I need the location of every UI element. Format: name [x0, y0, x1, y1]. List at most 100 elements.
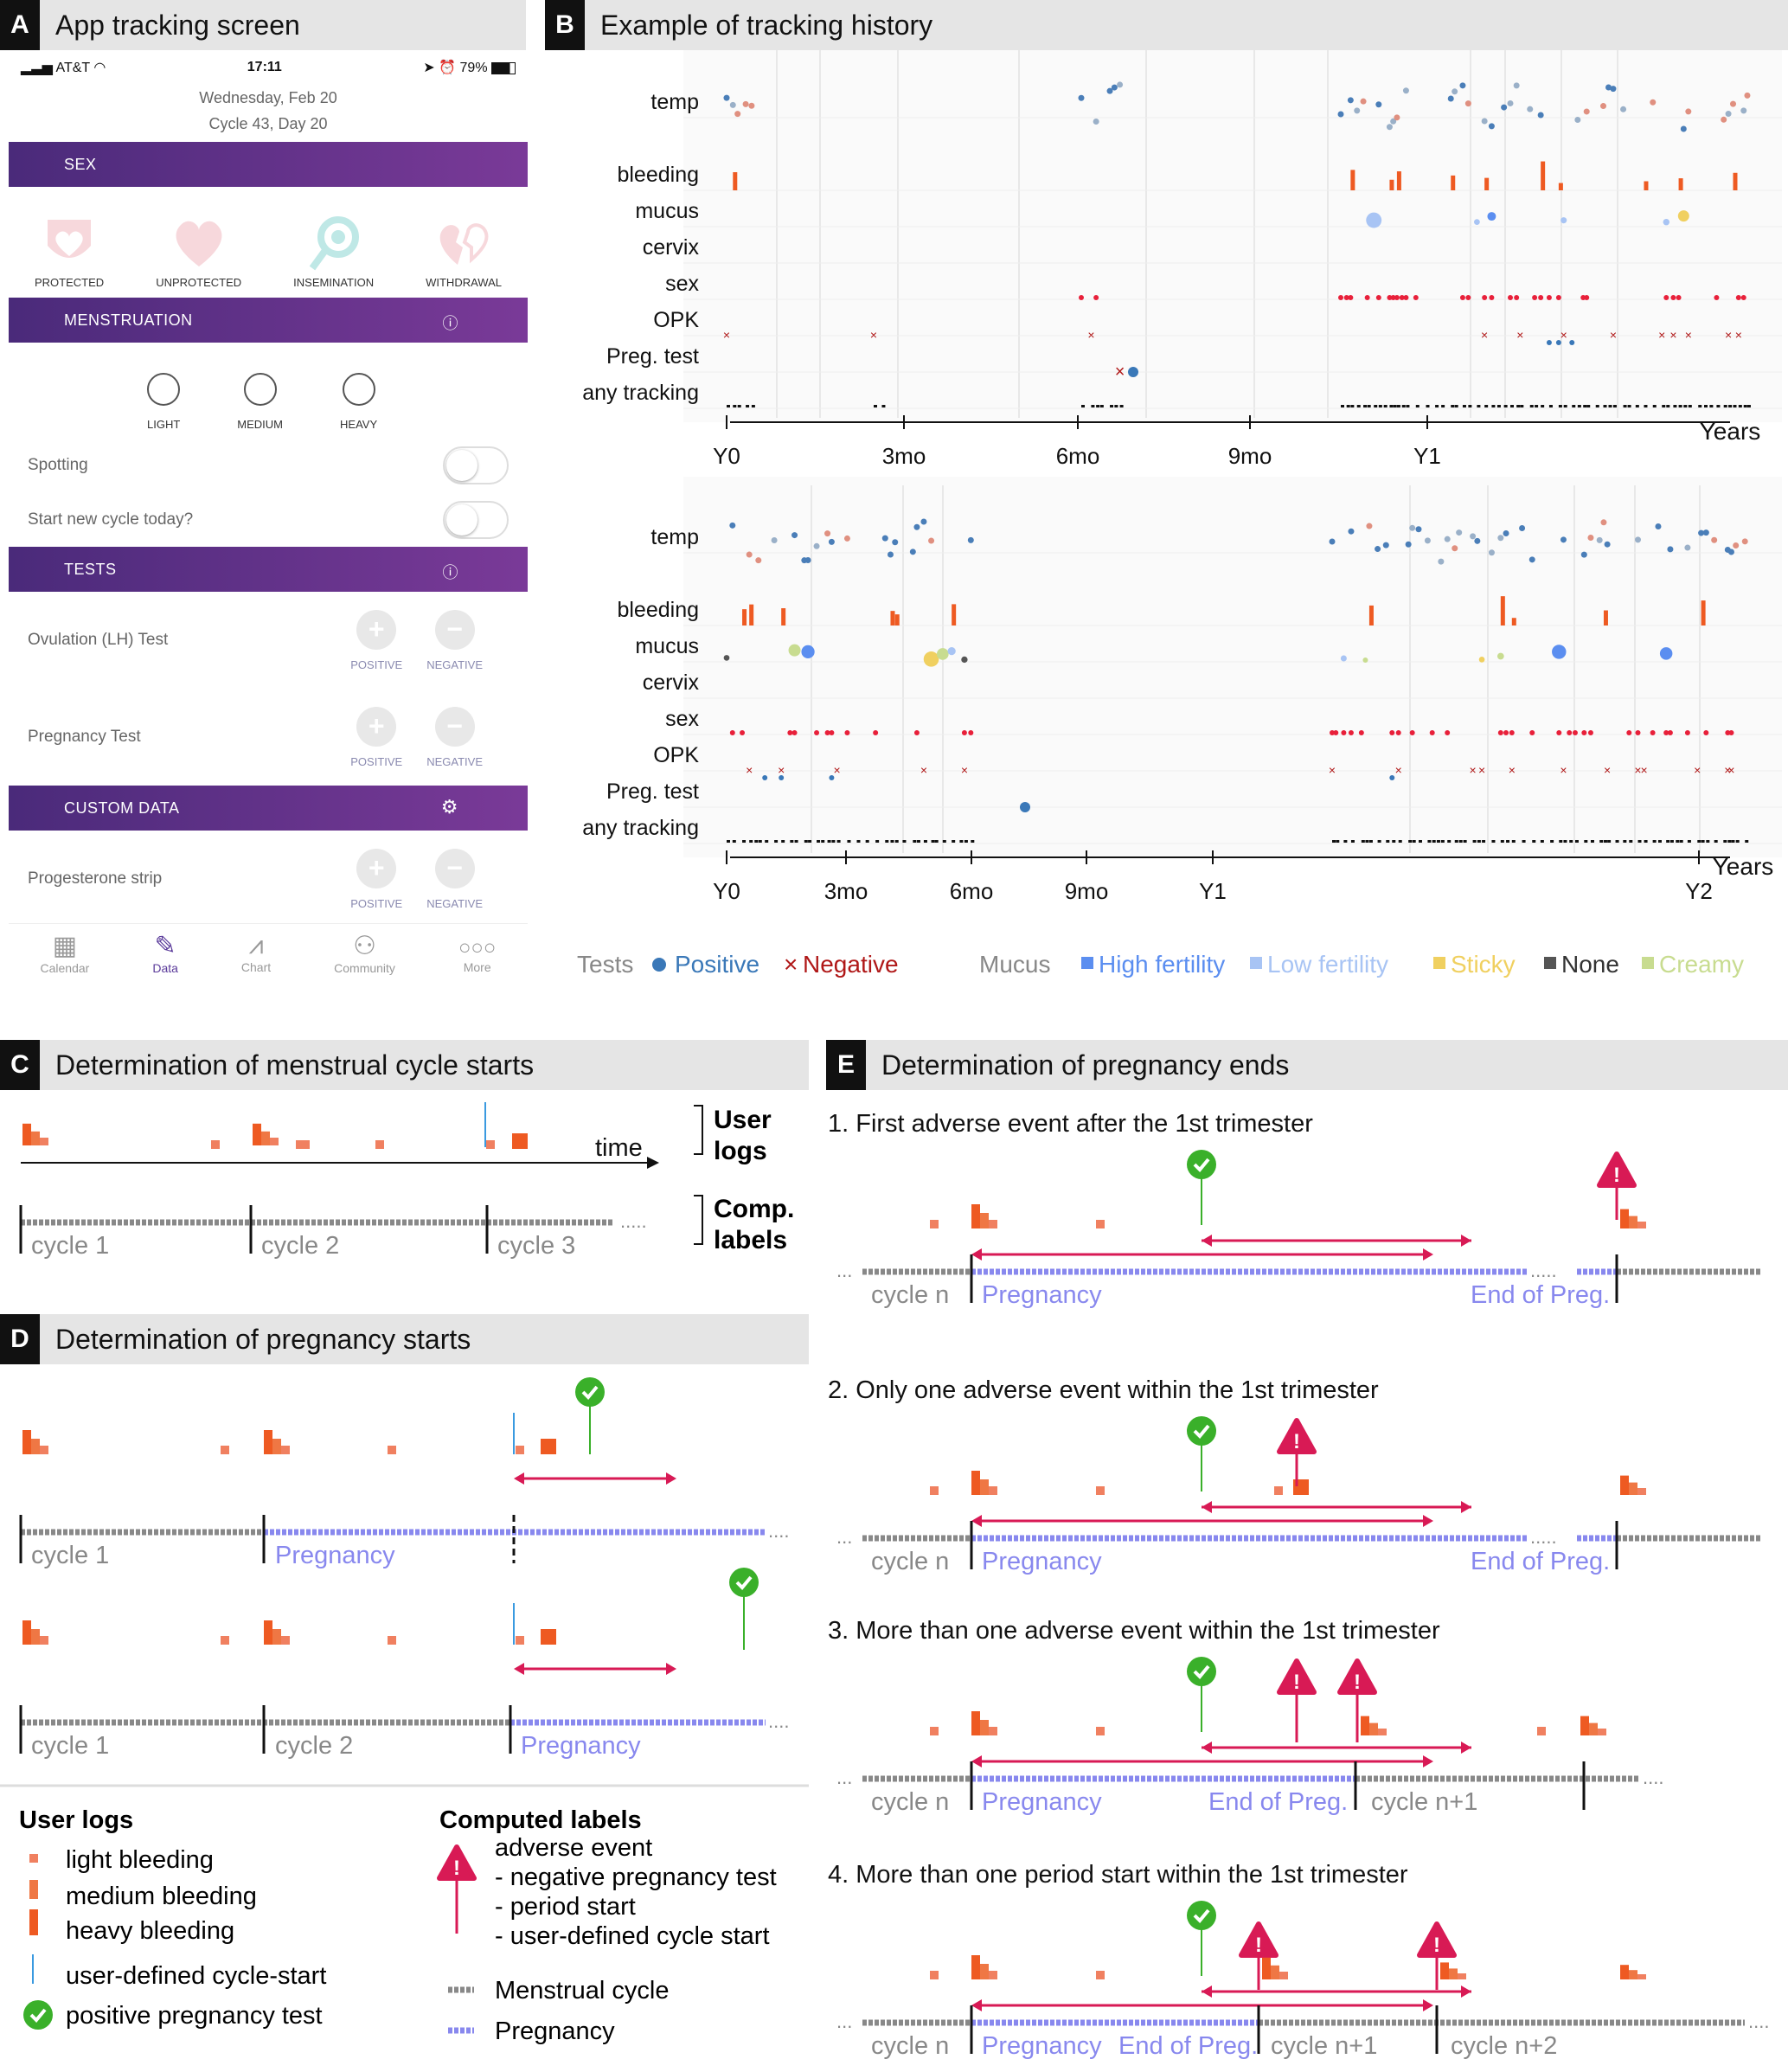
warning-icon [1597, 1151, 1637, 1188]
flow-light[interactable]: LIGHT [147, 373, 180, 431]
tab-community[interactable]: ⚇ Community [334, 932, 395, 975]
panel-c-header: C Determination of menstrual cycle start… [0, 1040, 809, 1090]
tab-more[interactable]: ○○○ More [458, 924, 497, 993]
preg-positive-point [1128, 367, 1138, 377]
arrow-head [514, 1663, 524, 1675]
tracking-mark [1463, 840, 1467, 843]
temp-point [881, 535, 888, 542]
prog-negative-button[interactable]: − NEGATIVE [426, 848, 483, 910]
cycle-label: cycle n [871, 2032, 949, 2060]
opk-negative-mark: × [870, 328, 877, 342]
chart-icon: ⩘ [248, 931, 264, 959]
tracking-mark [1091, 405, 1095, 407]
light-bleeding-bar [1598, 1729, 1606, 1735]
info-icon[interactable]: ⓘ [442, 315, 458, 332]
info-icon[interactable]: ⓘ [442, 564, 458, 581]
temp-point [1655, 523, 1662, 529]
tab-data[interactable]: ✎ Data [152, 932, 178, 975]
temp-point [1587, 535, 1594, 542]
continuation-dots: ... [836, 1767, 852, 1788]
heavy-bleeding-bar [1440, 1962, 1449, 1979]
axis-tick-label: 9mo [1065, 878, 1109, 904]
cycle-start-diagram: time User logs Comp. labels..... cycle 1 cycle… [19, 1102, 794, 1260]
tracking-mark [831, 840, 836, 843]
temp-point [1574, 117, 1581, 124]
lh-positive-button[interactable]: + POSITIVE [350, 609, 402, 671]
gear-icon[interactable]: ⚙ [440, 796, 458, 818]
sex-point [1399, 295, 1405, 300]
sex-point [1497, 730, 1503, 735]
temp-point [1711, 536, 1718, 543]
preg-negative-button[interactable]: − NEGATIVE [426, 706, 483, 768]
option-withdrawal[interactable]: WITHDRAWAL [426, 213, 502, 289]
preg-positive-point [1020, 802, 1030, 812]
tracking-mark [1673, 405, 1677, 407]
lh-test-row: Ovulation (LH) Test + POSITIVE − NEGATIVE [9, 592, 528, 689]
heavy-bleeding-bar [1620, 1209, 1629, 1228]
row-label: OPK [653, 308, 699, 332]
panel-e-title: Determination of pregnancy ends [881, 1049, 1290, 1081]
heavy-bleeding-bar [264, 1620, 272, 1645]
tab-chart[interactable]: ⩘ Chart [240, 931, 272, 974]
light-bleeding-bar [296, 1140, 310, 1149]
sex-point [1348, 295, 1354, 300]
new-cycle-toggle[interactable] [443, 501, 509, 539]
preg-positive-button[interactable]: + POSITIVE [350, 706, 402, 768]
temp-point [1730, 100, 1737, 107]
tracking-mark [942, 840, 946, 843]
temp-point [1600, 519, 1607, 526]
bleeding-bar [1733, 172, 1738, 190]
pregnancy-label: Pregnancy [982, 1548, 1102, 1575]
option-protected[interactable]: PROTECTED [35, 213, 104, 289]
cycle-label: cycle 1 [31, 1542, 109, 1569]
panel-d-letter: D [0, 1314, 40, 1364]
temp-point [1106, 87, 1113, 94]
prog-positive-button[interactable]: + POSITIVE [350, 848, 402, 910]
temp-point [723, 94, 730, 101]
tracking-mark [1746, 405, 1751, 407]
check-circle-icon [1187, 1901, 1216, 1930]
tracking-mark [733, 405, 737, 407]
legend-mucus-type: High fertility [1099, 951, 1225, 978]
plus-icon: + [356, 609, 397, 650]
sex-point [1635, 730, 1641, 735]
tracking-mark [1745, 840, 1749, 843]
pregnancy-label: Pregnancy [982, 1788, 1102, 1816]
lh-negative-button[interactable]: − NEGATIVE [426, 609, 483, 671]
continuation-dots: .... [1643, 1767, 1663, 1788]
sex-point [1482, 295, 1488, 300]
light-bleeding-bar [1096, 1971, 1105, 1979]
tracking-mark [1603, 840, 1607, 843]
tracking-mark [1541, 405, 1545, 407]
battery-icon [491, 61, 516, 74]
sex-point [1330, 730, 1335, 735]
flow-options: LIGHT MEDIUM HEAVY [9, 343, 528, 438]
option-insemination[interactable]: INSEMINATION [293, 213, 374, 289]
temp-point [1456, 529, 1463, 536]
tab-calendar[interactable]: ▦ Calendar [40, 932, 90, 975]
temp-point [828, 538, 835, 545]
tracking-mark [931, 840, 935, 843]
medium-bleeding-bar [1271, 1965, 1279, 1979]
flow-medium[interactable]: MEDIUM [237, 373, 283, 431]
spotting-toggle[interactable] [443, 446, 509, 484]
cycle-label: cycle n+1 [1271, 2032, 1377, 2060]
tracking-mark [1363, 405, 1368, 407]
row-label: OPK [653, 743, 699, 767]
flow-heavy[interactable]: HEAVY [340, 373, 377, 431]
heavy-bleeding-bar [971, 1955, 980, 1979]
sex-point [1343, 295, 1349, 300]
light-bleeding-bar [930, 1971, 939, 1979]
computed-title: Computed labels [439, 1806, 642, 1834]
legend-mucus-swatch [1544, 957, 1556, 969]
sex-point [1663, 295, 1669, 300]
tracking-mark [774, 840, 779, 843]
tracking-mark [1563, 840, 1567, 843]
temp-point [1470, 533, 1477, 540]
tracking-mark [1436, 840, 1440, 843]
option-unprotected[interactable]: UNPROTECTED [156, 213, 241, 289]
opk-negative-mark: × [1395, 763, 1402, 777]
opk-positive-mark [779, 775, 785, 780]
temp-point [1698, 529, 1705, 536]
panel-c-title: Determination of menstrual cycle starts [55, 1049, 535, 1081]
